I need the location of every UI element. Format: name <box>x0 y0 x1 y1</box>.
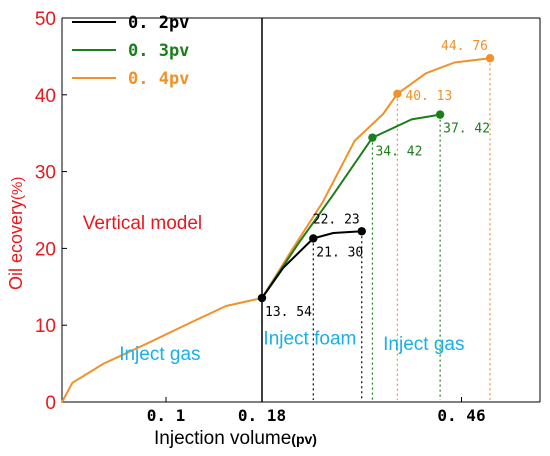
series-line <box>61 57 491 403</box>
x-tick-label: 0. 1 <box>147 406 186 425</box>
y-axis-unit: (%) <box>9 177 26 200</box>
annotations: Vertical model Inject gas Inject foam Injec… <box>83 213 465 365</box>
x-axis-unit: (pv) <box>291 431 317 447</box>
dotted-drop-lines <box>312 58 491 400</box>
data-point-marker <box>393 89 402 99</box>
series-markers <box>257 54 495 303</box>
data-point-marker <box>435 110 445 119</box>
x-axis-label-text: Injection volume <box>154 428 291 449</box>
point-labels: 13. 54 21. 30 22. 23 34. 42 37. 42 40. 13 44. … <box>265 39 490 320</box>
data-point-marker <box>257 293 267 303</box>
data-point-label: 37. 42 <box>443 122 490 137</box>
data-point-label: 13. 54 <box>265 305 312 320</box>
y-axis-label-text: Oil ecovery <box>6 200 26 290</box>
y-tick-label: 40 <box>35 86 56 107</box>
data-point-marker <box>368 133 377 142</box>
y-tick-label: 30 <box>35 163 56 184</box>
data-point-label: 44. 76 <box>441 39 488 54</box>
y-axis-label: Oil ecovery(%) <box>6 177 26 290</box>
data-point-marker <box>357 227 366 236</box>
data-point-marker <box>309 234 318 243</box>
phase-annotation: Vertical model <box>83 213 202 234</box>
phase-annotation: Inject foam <box>263 328 356 349</box>
y-tick-label: 10 <box>35 316 56 337</box>
legend-label: 0. 2pv <box>128 13 189 33</box>
data-point-label: 22. 23 <box>313 212 360 227</box>
x-axis-label: Injection volume(pv) <box>154 428 317 449</box>
y-tick-label: 50 <box>35 9 56 30</box>
data-point-label: 21. 30 <box>316 245 363 260</box>
x-tick-label: 0. 46 <box>437 406 485 425</box>
legend-label: 0. 4pv <box>128 69 189 89</box>
phase-annotation: Inject gas <box>119 344 200 365</box>
data-point-marker <box>485 54 495 63</box>
x-tick-label: 0. 18 <box>238 406 286 425</box>
y-tick-label: 0 <box>45 393 56 414</box>
data-point-label: 40. 13 <box>405 89 452 104</box>
legend-label: 0. 3pv <box>128 41 189 61</box>
y-tick-label: 20 <box>35 239 56 260</box>
legend: 0. 2pv 0. 3pv 0. 4pv <box>72 13 189 89</box>
data-point-label: 34. 42 <box>375 145 422 160</box>
phase-annotation: Inject gas <box>383 334 464 355</box>
series-line <box>261 113 442 299</box>
